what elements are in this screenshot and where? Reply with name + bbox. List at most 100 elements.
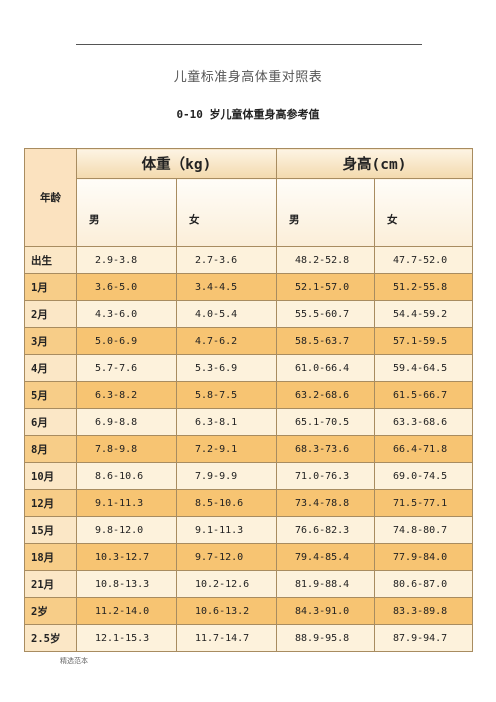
weight-female-cell: 3.4-4.5 [175, 273, 278, 301]
height-male-cell: 68.3-73.6 [276, 435, 376, 463]
weight-female-cell: 6.3-8.1 [175, 408, 278, 436]
weight-male-cell: 4.3-6.0 [76, 300, 177, 328]
weight-female-cell: 5.3-6.9 [175, 354, 278, 382]
age-cell: 21月 [24, 570, 77, 598]
age-cell: 8月 [24, 435, 77, 463]
height-male-cell: 48.2-52.8 [276, 246, 376, 274]
age-cell: 3月 [24, 327, 77, 355]
height-female-cell: 87.9-94.7 [374, 624, 474, 652]
height-female-cell: 57.1-59.5 [374, 327, 474, 355]
table-row: 18月 10.3-12.7 9.7-12.0 79.4-85.4 77.9-84.0 [24, 543, 474, 571]
weight-female-cell: 4.0-5.4 [175, 300, 278, 328]
height-male-cell: 81.9-88.4 [276, 570, 376, 598]
weight-male-cell: 11.2-14.0 [76, 597, 177, 625]
table-caption: 0-10 岁儿童体重身高参考值 [176, 108, 320, 121]
weight-female-cell: 7.9-9.9 [175, 462, 278, 490]
age-cell: 18月 [24, 543, 77, 571]
height-female-cell: 80.6-87.0 [374, 570, 474, 598]
weight-male-cell: 5.7-7.6 [76, 354, 177, 382]
height-group-header: 身高(cm) [276, 148, 474, 179]
footer-note: 精选范本 [60, 657, 88, 665]
weight-male-header: 男 [76, 178, 177, 247]
weight-female-cell: 4.7-6.2 [175, 327, 278, 355]
height-male-cell: 52.1-57.0 [276, 273, 376, 301]
weight-female-cell: 2.7-3.6 [175, 246, 278, 274]
age-cell: 6月 [24, 408, 77, 436]
height-female-cell: 77.9-84.0 [374, 543, 474, 571]
height-male-cell: 71.0-76.3 [276, 462, 376, 490]
age-cell: 出生 [24, 246, 77, 274]
height-female-cell: 63.3-68.6 [374, 408, 474, 436]
height-male-cell: 63.2-68.6 [276, 381, 376, 409]
age-cell: 4月 [24, 354, 77, 382]
age-column-header: 年龄 [24, 148, 77, 247]
table-row: 21月 10.8-13.3 10.2-12.6 81.9-88.4 80.6-87.0 [24, 570, 474, 598]
height-female-cell: 74.8-80.7 [374, 516, 474, 544]
height-female-cell: 83.3-89.8 [374, 597, 474, 625]
table-row: 1月 3.6-5.0 3.4-4.5 52.1-57.0 51.2-55.8 [24, 273, 474, 301]
height-female-cell: 66.4-71.8 [374, 435, 474, 463]
table-row: 8月 7.8-9.8 7.2-9.1 68.3-73.6 66.4-71.8 [24, 435, 474, 463]
height-male-cell: 73.4-78.8 [276, 489, 376, 517]
weight-male-cell: 9.8-12.0 [76, 516, 177, 544]
weight-male-cell: 12.1-15.3 [76, 624, 177, 652]
header-rule [76, 44, 422, 45]
weight-male-cell: 9.1-11.3 [76, 489, 177, 517]
table-row: 12月 9.1-11.3 8.5-10.6 73.4-78.8 71.5-77.1 [24, 489, 474, 517]
age-cell: 2岁 [24, 597, 77, 625]
height-female-header: 女 [374, 178, 474, 247]
table-row: 5月 6.3-8.2 5.8-7.5 63.2-68.6 61.5-66.7 [24, 381, 474, 409]
weight-male-cell: 5.0-6.9 [76, 327, 177, 355]
table-row: 15月 9.8-12.0 9.1-11.3 76.6-82.3 74.8-80.7 [24, 516, 474, 544]
age-cell: 12月 [24, 489, 77, 517]
height-female-cell: 61.5-66.7 [374, 381, 474, 409]
height-male-cell: 58.5-63.7 [276, 327, 376, 355]
table-row: 10月 8.6-10.6 7.9-9.9 71.0-76.3 69.0-74.5 [24, 462, 474, 490]
weight-female-cell: 10.6-13.2 [175, 597, 278, 625]
height-female-cell: 47.7-52.0 [374, 246, 474, 274]
weight-male-cell: 10.3-12.7 [76, 543, 177, 571]
table-row: 2.5岁 12.1-15.3 11.7-14.7 88.9-95.8 87.9-94.7 [24, 624, 474, 652]
height-female-cell: 71.5-77.1 [374, 489, 474, 517]
weight-female-cell: 8.5-10.6 [175, 489, 278, 517]
height-female-cell: 69.0-74.5 [374, 462, 474, 490]
weight-male-cell: 6.3-8.2 [76, 381, 177, 409]
weight-male-cell: 8.6-10.6 [76, 462, 177, 490]
table-body: 出生 2.9-3.8 2.7-3.6 48.2-52.8 47.7-52.0 1月 3.6-… [24, 246, 474, 652]
weight-male-cell: 7.8-9.8 [76, 435, 177, 463]
age-cell: 1月 [24, 273, 77, 301]
height-male-cell: 61.0-66.4 [276, 354, 376, 382]
height-male-cell: 84.3-91.0 [276, 597, 376, 625]
age-cell: 2.5岁 [24, 624, 77, 652]
height-female-cell: 51.2-55.8 [374, 273, 474, 301]
weight-female-cell: 10.2-12.6 [175, 570, 278, 598]
weight-female-cell: 11.7-14.7 [175, 624, 278, 652]
table-row: 6月 6.9-8.8 6.3-8.1 65.1-70.5 63.3-68.6 [24, 408, 474, 436]
height-male-header: 男 [276, 178, 376, 247]
weight-group-header: 体重（kg) [75, 148, 278, 179]
age-cell: 10月 [24, 462, 77, 490]
height-male-cell: 79.4-85.4 [276, 543, 376, 571]
table-row: 2岁 11.2-14.0 10.6-13.2 84.3-91.0 83.3-89.8 [24, 597, 474, 625]
weight-male-cell: 3.6-5.0 [76, 273, 177, 301]
weight-female-cell: 9.7-12.0 [175, 543, 278, 571]
height-female-cell: 59.4-64.5 [374, 354, 474, 382]
height-male-cell: 76.6-82.3 [276, 516, 376, 544]
age-cell: 5月 [24, 381, 77, 409]
table-row: 出生 2.9-3.8 2.7-3.6 48.2-52.8 47.7-52.0 [24, 246, 474, 274]
age-cell: 15月 [24, 516, 77, 544]
weight-female-cell: 9.1-11.3 [175, 516, 278, 544]
height-weight-table: 年龄 体重（kg) 身高(cm) 男 女 男 女 出生 2.9-3.8 2.7-3.… [24, 148, 474, 652]
height-female-cell: 54.4-59.2 [374, 300, 474, 328]
age-cell: 2月 [24, 300, 77, 328]
weight-female-header: 女 [175, 178, 278, 247]
page-title: 儿童标准身高体重对照表 [173, 70, 323, 85]
weight-male-cell: 6.9-8.8 [76, 408, 177, 436]
weight-male-cell: 10.8-13.3 [76, 570, 177, 598]
weight-female-cell: 7.2-9.1 [175, 435, 278, 463]
weight-female-cell: 5.8-7.5 [175, 381, 278, 409]
height-male-cell: 55.5-60.7 [276, 300, 376, 328]
table-row: 3月 5.0-6.9 4.7-6.2 58.5-63.7 57.1-59.5 [24, 327, 474, 355]
height-male-cell: 88.9-95.8 [276, 624, 376, 652]
table-row: 2月 4.3-6.0 4.0-5.4 55.5-60.7 54.4-59.2 [24, 300, 474, 328]
